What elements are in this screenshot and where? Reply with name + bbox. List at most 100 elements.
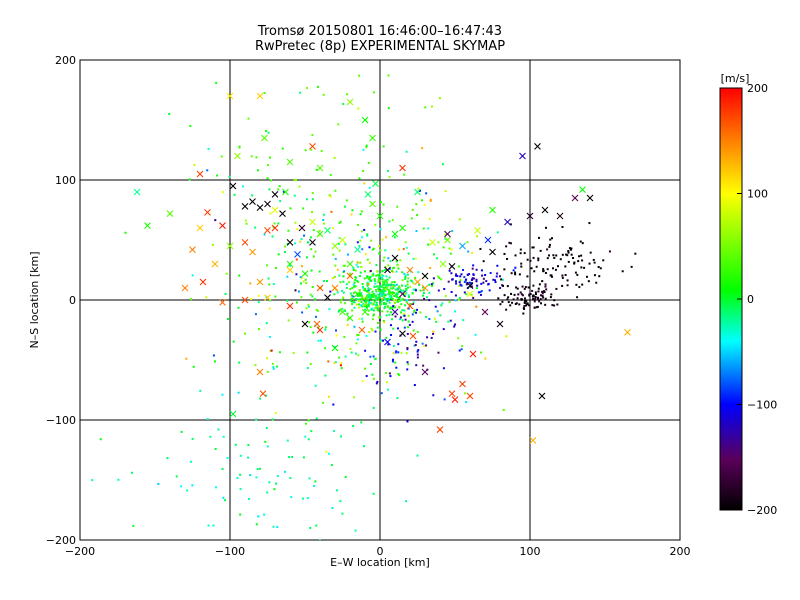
velocity-dot bbox=[465, 401, 468, 404]
x-marker-stroke bbox=[466, 282, 474, 289]
velocity-dot bbox=[392, 358, 395, 361]
velocity-dot bbox=[388, 283, 391, 286]
velocity-dot bbox=[535, 306, 538, 309]
y-tick-label: 0 bbox=[69, 294, 76, 307]
velocity-dot bbox=[302, 456, 305, 459]
velocity-dot bbox=[360, 266, 363, 269]
velocity-x-marker bbox=[579, 186, 586, 193]
velocity-dot bbox=[338, 221, 341, 224]
velocity-dot bbox=[360, 292, 363, 295]
velocity-dot bbox=[381, 278, 384, 281]
velocity-dot bbox=[549, 296, 552, 299]
velocity-dot bbox=[358, 245, 361, 248]
velocity-dot bbox=[248, 497, 251, 500]
velocity-dot bbox=[377, 321, 380, 324]
velocity-dot bbox=[367, 309, 370, 312]
x-marker-stroke bbox=[346, 314, 354, 322]
velocity-dot bbox=[576, 273, 579, 276]
x-marker-stroke bbox=[324, 227, 331, 234]
velocity-dot bbox=[308, 477, 311, 480]
velocity-dot bbox=[525, 300, 528, 303]
velocity-dot bbox=[334, 361, 337, 364]
x-marker-stroke bbox=[226, 92, 234, 100]
velocity-dot bbox=[307, 305, 310, 308]
velocity-dot bbox=[315, 168, 318, 171]
velocity-dot bbox=[351, 298, 354, 301]
velocity-dot bbox=[361, 380, 364, 383]
x-marker-stroke bbox=[294, 251, 301, 258]
velocity-dot bbox=[398, 297, 401, 300]
x-marker-stroke bbox=[369, 200, 376, 208]
velocity-dot bbox=[266, 164, 269, 167]
velocity-dot bbox=[131, 471, 134, 474]
x-marker-stroke bbox=[298, 224, 306, 232]
velocity-dot bbox=[384, 279, 387, 282]
velocity-dot bbox=[263, 233, 266, 236]
x-marker-stroke bbox=[384, 338, 391, 346]
velocity-dot bbox=[222, 496, 225, 499]
velocity-dot bbox=[372, 492, 375, 495]
velocity-x-marker bbox=[313, 320, 321, 328]
velocity-dot bbox=[471, 267, 474, 270]
velocity-dot bbox=[287, 319, 290, 322]
velocity-dot bbox=[413, 309, 416, 312]
velocity-dot bbox=[442, 246, 445, 249]
velocity-dot bbox=[365, 305, 368, 308]
velocity-dot bbox=[380, 295, 383, 298]
velocity-dot bbox=[598, 275, 601, 278]
velocity-dot bbox=[392, 327, 395, 330]
x-marker-stroke bbox=[271, 206, 279, 214]
velocity-dot bbox=[363, 445, 366, 448]
velocity-dot bbox=[384, 269, 387, 272]
velocity-dot bbox=[409, 285, 412, 288]
velocity-dot bbox=[466, 241, 469, 244]
velocity-dot bbox=[383, 282, 386, 285]
velocity-dot bbox=[371, 248, 374, 251]
velocity-dot bbox=[371, 329, 374, 332]
x-marker-stroke bbox=[229, 182, 237, 190]
velocity-dot bbox=[399, 259, 402, 262]
velocity-dot bbox=[406, 368, 409, 371]
velocity-dot bbox=[394, 351, 397, 354]
velocity-dot bbox=[332, 429, 335, 432]
velocity-dot bbox=[312, 229, 315, 232]
velocity-x-marker bbox=[226, 92, 234, 100]
velocity-dot bbox=[331, 506, 334, 509]
x-marker-stroke bbox=[372, 180, 379, 187]
velocity-dot bbox=[254, 226, 257, 229]
x-marker-stroke bbox=[301, 320, 309, 328]
velocity-dot bbox=[426, 336, 429, 339]
x-marker-stroke bbox=[316, 284, 324, 292]
velocity-dot bbox=[414, 289, 417, 292]
velocity-dot bbox=[372, 274, 375, 277]
velocity-dot bbox=[392, 287, 395, 290]
x-marker-stroke bbox=[346, 98, 354, 106]
velocity-dot bbox=[336, 291, 339, 294]
velocity-dot bbox=[458, 284, 461, 287]
velocity-dot bbox=[368, 276, 371, 279]
velocity-dot bbox=[360, 421, 363, 424]
x-tick-label: 100 bbox=[520, 545, 541, 558]
velocity-dot bbox=[459, 275, 462, 278]
velocity-x-marker bbox=[466, 282, 474, 289]
velocity-dot bbox=[392, 270, 395, 273]
velocity-dot bbox=[364, 253, 367, 256]
velocity-dot bbox=[301, 311, 304, 314]
velocity-dot bbox=[464, 392, 467, 395]
velocity-dot bbox=[350, 297, 353, 300]
velocity-x-marker bbox=[264, 227, 271, 234]
velocity-dot bbox=[193, 164, 196, 167]
velocity-dot bbox=[523, 287, 526, 290]
velocity-dot bbox=[323, 347, 326, 350]
velocity-dot bbox=[386, 286, 389, 289]
velocity-dot bbox=[387, 74, 390, 77]
velocity-dot bbox=[374, 294, 377, 297]
velocity-dot bbox=[461, 345, 464, 348]
velocity-dot bbox=[358, 303, 361, 306]
velocity-dot bbox=[448, 301, 451, 304]
velocity-dot bbox=[538, 283, 541, 286]
velocity-dot bbox=[509, 242, 512, 245]
velocity-dot bbox=[339, 220, 342, 223]
x-marker-stroke bbox=[496, 320, 504, 328]
velocity-dot bbox=[410, 279, 413, 282]
